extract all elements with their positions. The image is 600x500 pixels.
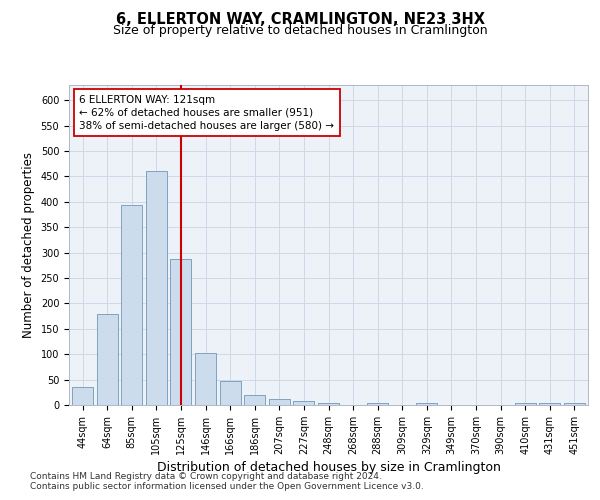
- Bar: [146, 172, 167, 405]
- Bar: [269, 399, 290, 405]
- Text: Contains HM Land Registry data © Crown copyright and database right 2024.: Contains HM Land Registry data © Crown c…: [30, 472, 382, 481]
- Bar: [170, 259, 191, 405]
- Bar: [293, 401, 314, 405]
- Bar: [318, 403, 339, 405]
- Bar: [72, 387, 93, 405]
- Bar: [244, 396, 265, 405]
- Text: 6 ELLERTON WAY: 121sqm
← 62% of detached houses are smaller (951)
38% of semi-de: 6 ELLERTON WAY: 121sqm ← 62% of detached…: [79, 94, 334, 131]
- Bar: [416, 403, 437, 405]
- Text: 6, ELLERTON WAY, CRAMLINGTON, NE23 3HX: 6, ELLERTON WAY, CRAMLINGTON, NE23 3HX: [115, 12, 485, 28]
- X-axis label: Distribution of detached houses by size in Cramlington: Distribution of detached houses by size …: [157, 461, 500, 474]
- Bar: [367, 403, 388, 405]
- Bar: [564, 403, 585, 405]
- Bar: [121, 206, 142, 405]
- Bar: [97, 314, 118, 405]
- Bar: [515, 403, 536, 405]
- Bar: [195, 352, 216, 405]
- Y-axis label: Number of detached properties: Number of detached properties: [22, 152, 35, 338]
- Bar: [539, 403, 560, 405]
- Bar: [220, 380, 241, 405]
- Text: Size of property relative to detached houses in Cramlington: Size of property relative to detached ho…: [113, 24, 487, 37]
- Text: Contains public sector information licensed under the Open Government Licence v3: Contains public sector information licen…: [30, 482, 424, 491]
